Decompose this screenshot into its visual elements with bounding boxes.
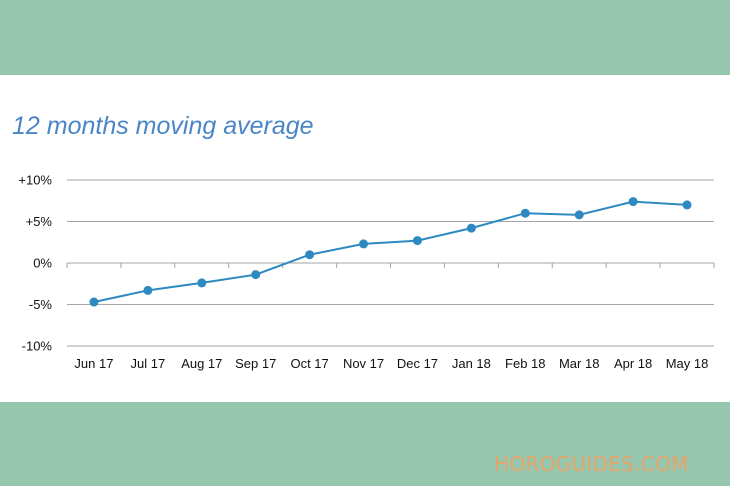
data-point [143, 285, 153, 295]
data-point [197, 278, 207, 288]
x-tick-label: Jan 18 [452, 356, 491, 371]
chart-title: 12 months moving average [12, 112, 314, 140]
bottom-banner [0, 402, 730, 486]
x-tick-label: Apr 18 [614, 356, 652, 371]
data-point [359, 239, 369, 249]
x-tick-label: Nov 17 [343, 356, 384, 371]
series-line [93, 200, 688, 303]
y-tick-label: -10% [22, 339, 53, 354]
watermark-logo: HOROGUIDES.COM [494, 452, 689, 476]
x-tick-label: Feb 18 [505, 356, 545, 371]
x-tick-label: Aug 17 [181, 356, 222, 371]
y-axis-ticks: +10% +5% 0% -5% -10% [18, 173, 52, 354]
data-point [628, 197, 638, 207]
data-point [682, 200, 692, 210]
y-tick-label: -5% [29, 297, 53, 312]
x-tick-label: Jun 17 [74, 356, 113, 371]
data-point [305, 250, 315, 260]
y-tick-label: 0% [33, 256, 52, 271]
data-point [466, 223, 476, 233]
data-point [412, 236, 422, 246]
series-line-layer [93, 200, 688, 303]
x-axis-ticks: Jun 17 Jul 17 Aug 17 Sep 17 Oct 17 Nov 17 Dec … [66, 263, 715, 371]
top-banner [0, 0, 730, 75]
data-point [574, 210, 584, 220]
x-tick-label: Oct 17 [290, 356, 328, 371]
data-point [520, 208, 530, 218]
x-tick-label: Dec 17 [397, 356, 438, 371]
data-point [251, 270, 261, 280]
x-tick-label: May 18 [666, 356, 709, 371]
y-tick-label: +10% [18, 173, 52, 188]
x-tick-label: Mar 18 [559, 356, 599, 371]
x-tick-label: Jul 17 [131, 356, 166, 371]
chart-panel [0, 75, 730, 402]
data-point [89, 297, 99, 307]
data-points [89, 197, 692, 307]
x-tick-label: Sep 17 [235, 356, 276, 371]
y-tick-label: +5% [26, 214, 53, 229]
